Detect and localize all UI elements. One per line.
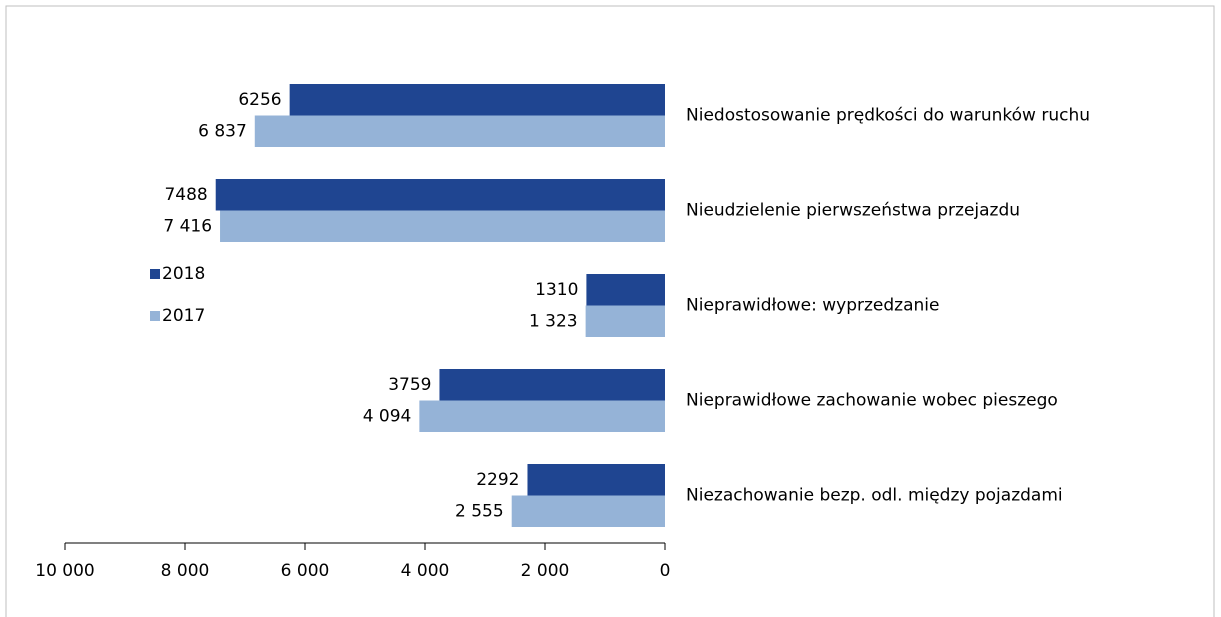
x-tick-label: 10 000: [35, 561, 94, 581]
x-tick-label: 6 000: [281, 561, 330, 581]
x-tick-label: 4 000: [401, 561, 450, 581]
category-label: Niedostosowanie prędkości do warunków ru…: [686, 106, 1090, 126]
bar: [511, 495, 665, 527]
bar: [585, 305, 665, 337]
x-tick-label: 0: [660, 561, 671, 581]
value-label: 6256: [238, 90, 281, 110]
value-label: 2 555: [455, 501, 504, 521]
bar: [527, 464, 665, 496]
category-label: Nieprawidłowe zachowanie wobec pieszego: [686, 391, 1058, 411]
x-tick-label: 2 000: [521, 561, 570, 581]
bar: [220, 210, 666, 242]
value-label: 1 323: [529, 311, 578, 331]
value-label: 6 837: [198, 121, 247, 141]
bar: [419, 400, 665, 432]
category-label: Niezachowanie bezp. odl. między pojazdam…: [686, 486, 1063, 506]
category-label: Nieudzielenie pierwszeństwa przejazdu: [686, 201, 1020, 221]
value-label: 4 094: [363, 406, 412, 426]
value-label: 7 416: [163, 216, 212, 236]
value-label: 2292: [476, 470, 519, 490]
frame: [5, 5, 1215, 617]
bar: [215, 179, 665, 211]
legend-label: 2017: [162, 306, 205, 326]
bar: [289, 84, 665, 116]
category-label: Nieprawidłowe: wyprzedzanie: [686, 296, 939, 316]
legend-swatch: [150, 269, 160, 279]
value-label: 7488: [164, 185, 207, 205]
value-label: 1310: [535, 280, 578, 300]
value-label: 3759: [388, 375, 431, 395]
legend-label: 2018: [162, 264, 205, 284]
legend-swatch: [150, 311, 160, 321]
bar: [254, 115, 665, 147]
bar: [439, 369, 665, 401]
bar: [586, 274, 665, 306]
x-tick-label: 8 000: [161, 561, 210, 581]
